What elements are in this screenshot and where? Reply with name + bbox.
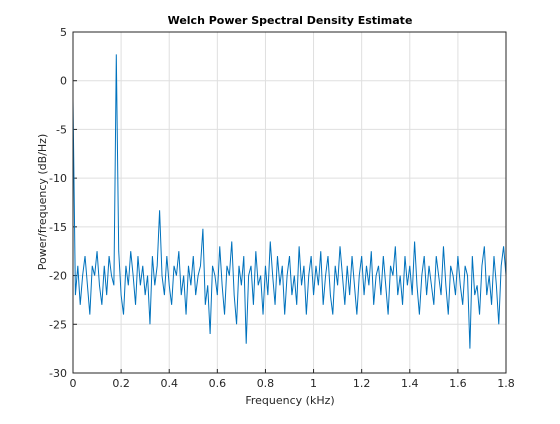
y-tick-label: -25: [49, 318, 67, 331]
x-tick-label: 1.8: [497, 377, 515, 390]
x-tick-label: 0.2: [112, 377, 130, 390]
y-tick-label: -5: [56, 123, 67, 136]
y-tick-label: 0: [60, 75, 67, 88]
x-tick-label: 0.4: [160, 377, 178, 390]
y-tick-label: -30: [49, 367, 67, 380]
y-tick-label: -15: [49, 221, 67, 234]
line-series: [72, 54, 507, 349]
axes-box: [72, 31, 507, 374]
x-tick-label: 0: [70, 377, 77, 390]
x-axis-label: Frequency (kHz): [245, 394, 334, 407]
x-tick-label: 1: [310, 377, 317, 390]
x-tick-label: 1.6: [449, 377, 467, 390]
y-tick-label: -20: [49, 270, 67, 283]
y-axis-label: Power/frequency (dB/Hz): [36, 134, 49, 271]
x-tick-label: 0.6: [209, 377, 227, 390]
chart-title: Welch Power Spectral Density Estimate: [168, 14, 413, 27]
x-tick-label: 0.8: [257, 377, 275, 390]
y-tick-label: 5: [60, 26, 67, 39]
x-tick-label: 1.4: [401, 377, 419, 390]
y-tick-label: -10: [49, 172, 67, 185]
x-tick-label: 1.2: [353, 377, 371, 390]
